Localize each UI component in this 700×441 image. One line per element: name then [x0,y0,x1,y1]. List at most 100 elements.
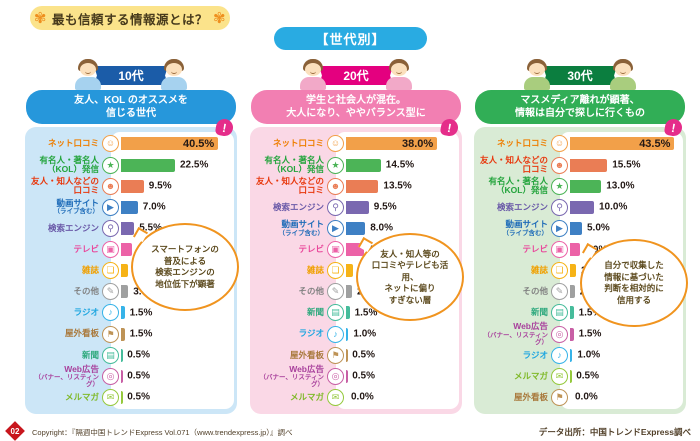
chart-row: ネット口コミ ☺ 38.0% [252,133,458,154]
bar-track: 0.5% [346,369,454,383]
bar-track: 5.5% [121,221,229,235]
page-number-badge: 02 [5,421,25,441]
value-label: 7.0% [142,201,166,213]
radio-icon: ♪ [102,304,119,322]
chart-row: 友人・知人などの 口コミ ☻ 9.5% [27,176,233,197]
bar [346,327,349,341]
category-label-line: 友人・知人などの [255,176,324,187]
bar [346,179,379,193]
category-label-line: 新聞 [530,307,548,318]
kol-influencer-icon: ★ [102,156,119,174]
value-label: 0.5% [127,349,150,361]
bar [121,200,138,214]
category-label: その他 [252,287,324,296]
bar-track: 13.5% [346,179,454,193]
bar [121,264,129,278]
bar-track: 5.0% [570,221,678,235]
category-label-subline: （ライブ含む） [502,229,549,237]
category-label: 新聞 [27,350,99,360]
bar-track: 22.5% [121,158,229,172]
category-label: その他 [476,287,548,296]
bar [121,369,123,383]
friend-review-icon: ☻ [551,156,568,174]
chart-row: 動画サイト （ライブ含む） ▶ 8.0% [252,218,458,239]
category-label: 雑誌 [27,265,99,275]
bar-track: 43.5% [570,137,678,151]
bar-track: 0.5% [121,348,229,362]
other-icon: ✎ [102,283,119,301]
category-label: Web広告 （バナー、リスティング） [27,364,99,388]
chart-row: 新聞 ▤ 1.5% [252,302,458,323]
chart-row: メルマガ ✉ 0.0% [252,387,458,408]
category-label-line: その他 [73,286,99,297]
search-engine-icon: ⚲ [102,219,119,237]
bar-track: 1.0% [570,348,678,362]
bar [121,327,125,341]
value-label: 1.5% [578,328,602,340]
bar [121,390,123,404]
value-label: 1.5% [129,307,153,319]
person-body [75,77,101,90]
person-face [391,63,407,76]
value-label: 0.5% [127,391,150,403]
category-label: 友人・知人などの 口コミ [252,176,324,195]
value-label: 13.0% [606,180,635,192]
chart-row: 友人・知人などの 口コミ ☻ 13.5% [252,176,458,197]
person-icon [161,59,187,90]
bar [346,348,348,362]
radio-icon: ♪ [327,325,344,343]
billboard-icon: ⚑ [102,325,119,343]
value-label: 1.5% [129,328,153,340]
category-label-line: 口コミ [522,164,548,175]
category-label-line: ラジオ [73,307,99,318]
bar-track: 0.5% [570,369,678,383]
category-label-line: 動画サイト [281,219,324,230]
category-label: 友人・知人などの 口コミ [476,155,548,175]
category-label-line: テレビ [298,243,324,254]
person-body [610,77,636,90]
tv-icon: ▣ [102,241,119,259]
value-label: 40.5% [182,137,215,150]
bar-track: 38.0% [346,137,454,151]
chart-row: 有名人・著名人 （KOL）発信 ★ 14.5% [252,155,458,176]
kol-influencer-icon: ★ [327,156,344,174]
bar [121,221,135,235]
generation-panel: 10代 友人、KOL のオススメを 信じる世代 ! スマートフォンの 普及による… [25,57,239,414]
category-label-line: 有名人・著名人 [39,154,99,165]
generation-description: 学生と社会人が混在。 大人になり、ややバランス型に [251,90,461,125]
person-icon [75,59,101,90]
mail-magazine-icon: ✉ [551,367,568,385]
knot-ornament-icon: ✾ [33,9,47,27]
chart-row: 有名人・著名人 （KOL）発信 ★ 13.0% [476,176,682,197]
person-face [615,63,631,76]
chart-row: 新聞 ▤ 1.5% [476,302,682,323]
bar [346,369,348,383]
chart-row: 屋外看板 ⚑ 1.5% [27,324,233,345]
category-label-subline: （ライブ含む） [53,208,100,216]
person-icon [524,59,550,90]
net-review-icon: ☺ [102,135,119,153]
category-label-line: メルマガ [513,370,548,381]
category-label: ラジオ [27,308,99,317]
category-label: ネット口コミ [476,139,548,148]
copyright-text: Copyright：『隔週中国トレンドExpress Vol.071（www.t… [32,428,293,437]
person-face [166,63,182,76]
value-label: 5.5% [139,222,162,234]
bar-track: 10.0% [570,200,678,214]
person-body [300,77,326,90]
chart-row: Web広告 （バナー、リスティング） ◎ 1.5% [476,322,682,346]
value-label: 9.5% [148,180,172,192]
mail-magazine-icon: ✉ [327,388,344,406]
data-source-text: データ出所：中国トレンドExpress調べ [538,427,691,437]
category-label-subline: （ライブ含む） [278,229,325,237]
category-label: その他 [27,287,99,296]
other-icon: ✎ [551,283,568,301]
bar [570,221,582,235]
person-face [80,63,96,76]
category-label: 屋外看板 [476,392,548,402]
bar-track: 1.5% [570,306,678,320]
value-label: 15.5% [612,159,641,171]
bar-track: 1.5% [346,306,454,320]
value-label: 13.5% [383,180,412,192]
chart-row: ラジオ ♪ 1.0% [476,345,682,366]
